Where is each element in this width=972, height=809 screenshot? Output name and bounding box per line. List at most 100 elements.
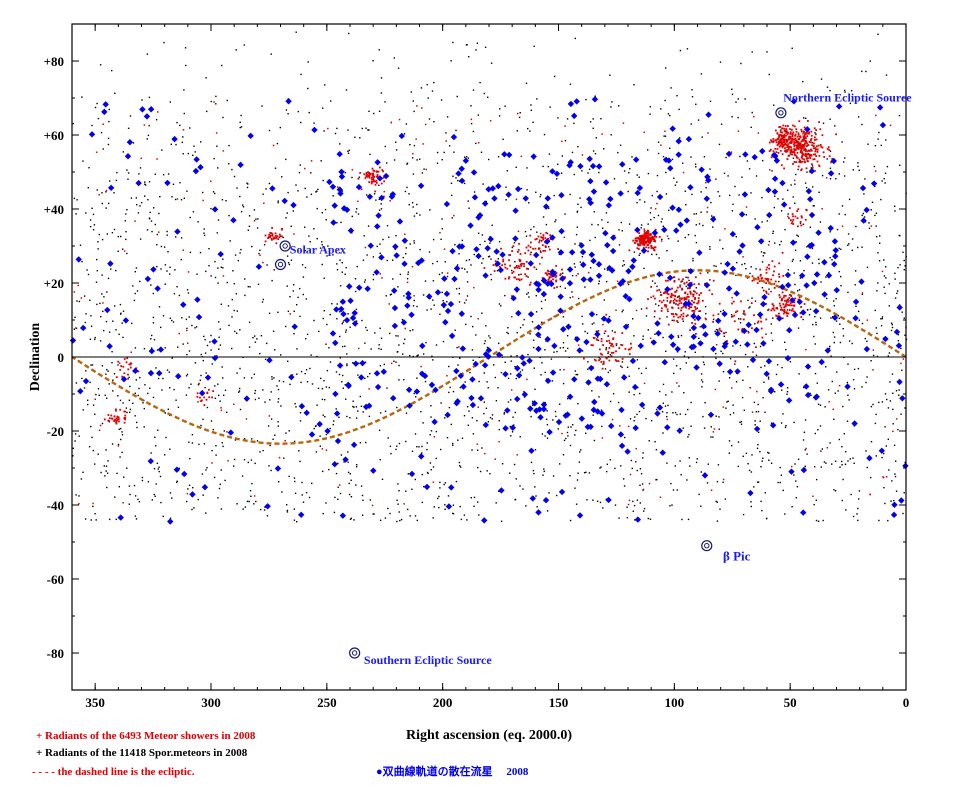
sporadic-radiant-mark: [234, 439, 237, 441]
hyperbolic-meteor-mark: [687, 268, 694, 275]
sporadic-radiant-mark: [683, 392, 685, 394]
sporadic-radiant-mark: [248, 321, 251, 323]
sporadic-radiant-mark: [720, 350, 722, 352]
sporadic-radiant-mark: [329, 427, 331, 430]
shower-radiant-mark: [443, 248, 446, 250]
sporadic-radiant-mark: [479, 243, 481, 246]
sporadic-radiant-mark: [345, 398, 347, 400]
sporadic-radiant-mark: [504, 361, 506, 363]
hyperbolic-meteor-mark: [255, 263, 263, 270]
sporadic-radiant-mark: [193, 507, 195, 509]
sporadic-radiant-mark: [483, 92, 485, 95]
shower-radiant-mark: [730, 151, 733, 153]
shower-radiant-mark: [105, 189, 108, 192]
hyperbolic-meteor-mark: [549, 234, 556, 241]
sporadic-radiant-mark: [211, 363, 213, 365]
sporadic-radiant-mark: [804, 465, 806, 467]
shower-radiant-mark: [813, 127, 816, 130]
sporadic-radiant-mark: [898, 114, 901, 117]
shower-radiant-mark: [770, 148, 772, 151]
sporadic-radiant-mark: [784, 513, 786, 515]
sporadic-radiant-mark: [128, 376, 130, 379]
shower-radiant-mark: [515, 278, 518, 281]
hyperbolic-meteor-mark: [334, 437, 342, 445]
shower-radiant-mark: [667, 279, 669, 282]
sporadic-radiant-mark: [640, 372, 643, 375]
sporadic-radiant-mark: [311, 383, 314, 385]
sporadic-radiant-mark: [880, 198, 882, 201]
hyperbolic-meteor-mark: [135, 179, 142, 187]
sporadic-radiant-mark: [452, 442, 454, 445]
sporadic-radiant-mark: [684, 236, 686, 239]
sporadic-radiant-mark: [461, 239, 464, 242]
sporadic-radiant-mark: [186, 190, 188, 192]
sporadic-radiant-mark: [326, 323, 328, 326]
shower-radiant-mark: [797, 133, 800, 136]
sporadic-radiant-mark: [834, 392, 836, 394]
sporadic-radiant-mark: [102, 148, 104, 150]
sporadic-radiant-mark: [511, 269, 513, 272]
sporadic-radiant-mark: [664, 405, 667, 407]
shower-radiant-mark: [645, 234, 648, 237]
sporadic-radiant-mark: [372, 256, 375, 258]
shower-radiant-mark: [125, 361, 128, 364]
sporadic-radiant-mark: [336, 269, 339, 271]
sporadic-radiant-mark: [286, 285, 288, 287]
sporadic-radiant-mark: [294, 403, 296, 405]
sporadic-radiant-mark: [536, 506, 538, 508]
shower-radiant-mark: [653, 246, 656, 249]
shower-radiant-mark: [370, 176, 373, 179]
special-source-marker-inner: [704, 543, 710, 549]
shower-radiant-mark: [524, 273, 527, 276]
hyperbolic-meteor-mark: [878, 447, 886, 454]
sporadic-radiant-mark: [619, 144, 622, 146]
sporadic-radiant-mark: [268, 465, 270, 467]
shower-radiant-mark: [775, 139, 777, 141]
sporadic-radiant-mark: [362, 411, 364, 413]
sporadic-radiant-mark: [393, 57, 395, 59]
sporadic-radiant-mark: [751, 51, 753, 53]
sporadic-radiant-mark: [647, 329, 649, 331]
shower-radiant-mark: [672, 315, 675, 318]
sporadic-radiant-mark: [405, 412, 408, 414]
shower-radiant-mark: [791, 151, 794, 154]
sporadic-radiant-mark: [444, 508, 446, 510]
sporadic-radiant-mark: [323, 310, 325, 312]
shower-radiant-mark: [804, 133, 806, 136]
sporadic-radiant-mark: [136, 204, 138, 206]
sporadic-radiant-mark: [628, 391, 630, 393]
shower-radiant-mark: [757, 132, 760, 134]
sporadic-radiant-mark: [413, 240, 415, 242]
sporadic-radiant-mark: [452, 512, 454, 515]
sporadic-radiant-mark: [222, 445, 224, 448]
sporadic-radiant-mark: [636, 359, 639, 361]
sporadic-radiant-mark: [564, 287, 566, 289]
shower-radiant-mark: [737, 130, 740, 132]
shower-radiant-mark: [787, 300, 790, 303]
sporadic-radiant-mark: [378, 198, 380, 200]
shower-radiant-mark: [120, 365, 123, 367]
shower-radiant-mark: [680, 313, 683, 316]
sporadic-radiant-mark: [203, 228, 205, 230]
shower-radiant-mark: [360, 188, 363, 191]
hyperbolic-meteor-mark: [756, 311, 764, 318]
sporadic-radiant-mark: [442, 340, 445, 343]
hyperbolic-meteor-mark: [786, 327, 793, 334]
shower-radiant-mark: [134, 220, 136, 222]
sporadic-radiant-mark: [269, 399, 271, 401]
sporadic-radiant-mark: [819, 221, 822, 223]
sporadic-radiant-mark: [72, 122, 74, 125]
sporadic-radiant-mark: [262, 449, 264, 452]
sporadic-radiant-mark: [598, 280, 600, 282]
hyperbolic-meteor-mark: [211, 338, 218, 345]
shower-radiant-mark: [778, 145, 781, 148]
sporadic-radiant-mark: [296, 348, 298, 350]
shower-radiant-mark: [784, 125, 787, 127]
hyperbolic-meteor-mark: [502, 370, 509, 378]
sporadic-radiant-mark: [290, 225, 292, 227]
hyperbolic-meteor-mark: [498, 487, 505, 494]
sporadic-radiant-mark: [468, 207, 470, 209]
sporadic-radiant-mark: [119, 399, 122, 402]
hyperbolic-meteor-mark: [440, 301, 448, 309]
hyperbolic-meteor-mark: [550, 271, 557, 278]
